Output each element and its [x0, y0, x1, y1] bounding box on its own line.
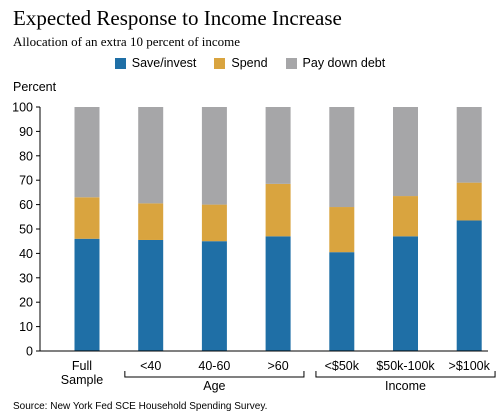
legend-swatch-save — [114, 57, 126, 69]
source-note: Source: New York Fed SCE Household Spend… — [13, 401, 268, 412]
legend: Save/invest Spend Pay down debt — [0, 56, 500, 70]
bar-segment-save — [138, 239, 164, 351]
bar-segment-save — [456, 220, 482, 351]
bar-segment-save — [265, 236, 291, 351]
legend-swatch-debt — [285, 57, 297, 69]
group-label: Income — [385, 379, 426, 393]
y-tick-label: 60 — [19, 198, 33, 212]
x-tick-label: <40 — [140, 359, 161, 373]
bar-segment-save — [329, 252, 355, 351]
y-tick-label: 70 — [19, 174, 33, 188]
bar-segment-debt — [265, 107, 291, 184]
legend-label-save: Save/invest — [131, 56, 197, 70]
bar-segment-debt — [393, 107, 418, 197]
chart-title: Expected Response to Income Increase — [13, 6, 342, 30]
y-tick-label: 80 — [19, 149, 33, 163]
group-bracket — [124, 371, 305, 378]
y-tick-label: 10 — [19, 320, 33, 334]
group-label: Age — [203, 379, 225, 393]
legend-item-save: Save/invest — [114, 56, 197, 70]
y-tick-label: 100 — [12, 101, 33, 115]
legend-label-spend: Spend — [231, 56, 268, 70]
bar-segment-spend — [138, 203, 164, 240]
y-tick-label: 20 — [19, 296, 33, 310]
bar-segment-spend — [456, 182, 482, 221]
y-axis-label: Percent — [13, 80, 57, 94]
bar-segment-debt — [201, 107, 227, 205]
y-tick-label: 90 — [19, 125, 33, 139]
bar-segment-debt — [74, 107, 100, 198]
bar-segment-save — [201, 241, 227, 351]
bar-segment-spend — [265, 183, 291, 237]
bar-segment-spend — [329, 207, 355, 253]
bar-segment-save — [393, 236, 418, 351]
x-tick-label: $50k-100k — [376, 359, 435, 373]
bar-segment-debt — [456, 107, 482, 183]
bar-segment-save — [74, 238, 100, 351]
y-tick-label: 40 — [19, 247, 33, 261]
x-tick-label: 40-60 — [198, 359, 230, 373]
group-bracket — [315, 371, 496, 378]
y-tick-label: 30 — [19, 271, 33, 285]
bar-segment-debt — [138, 107, 164, 204]
legend-item-spend: Spend — [214, 56, 268, 70]
x-tick-label: >60 — [267, 359, 288, 373]
bar-segment-spend — [393, 196, 418, 237]
x-tick-label: Full Sample — [61, 359, 103, 387]
x-tick-label: <$50k — [325, 359, 360, 373]
bar-segment-spend — [201, 204, 227, 242]
y-tick-label: 0 — [26, 345, 33, 359]
bar-segment-debt — [329, 107, 355, 208]
legend-item-debt: Pay down debt — [285, 56, 386, 70]
chart-subtitle: Allocation of an extra 10 percent of inc… — [13, 34, 241, 49]
legend-label-debt: Pay down debt — [302, 56, 386, 70]
legend-swatch-spend — [214, 57, 226, 69]
x-tick-label: >$100k — [449, 359, 491, 373]
bar-segment-spend — [74, 197, 100, 239]
y-tick-label: 50 — [19, 223, 33, 237]
